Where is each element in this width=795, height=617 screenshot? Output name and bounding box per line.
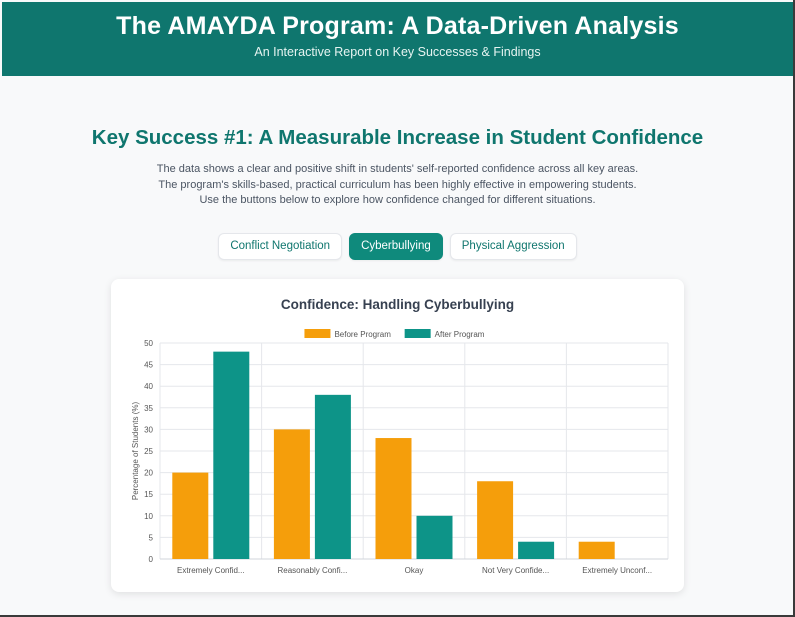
- bar: [273, 429, 310, 559]
- x-tick-label: Extremely Unconf...: [582, 566, 652, 575]
- page-title: The AMAYDA Program: A Data-Driven Analys…: [116, 12, 679, 40]
- bar: [416, 515, 453, 559]
- legend-label: After Program: [435, 330, 485, 339]
- bar: [213, 351, 250, 559]
- y-tick-label: 25: [144, 447, 153, 456]
- bar: [375, 438, 412, 559]
- y-tick-label: 40: [144, 382, 153, 391]
- y-axis-label: Percentage of Students (%): [131, 402, 140, 501]
- section-title: Key Success #1: A Measurable Increase in…: [91, 126, 704, 149]
- y-tick-label: 30: [144, 425, 153, 434]
- page-header: The AMAYDA Program: A Data-Driven Analys…: [2, 2, 793, 76]
- bar: [518, 541, 555, 559]
- section-description: The data shows a clear and positive shif…: [2, 162, 793, 209]
- situation-tabs: Conflict Negotiation Cyberbullying Physi…: [2, 233, 793, 260]
- page-subtitle: An Interactive Report on Key Successes &…: [254, 45, 541, 59]
- legend-swatch: [304, 329, 331, 338]
- legend-swatch: [404, 329, 431, 338]
- description-line: The data shows a clear and positive shif…: [156, 163, 639, 175]
- x-tick-label: Not Very Confide...: [482, 566, 549, 575]
- y-tick-label: 0: [149, 555, 154, 564]
- y-tick-label: 5: [149, 533, 154, 542]
- description-line: Use the buttons below to explore how con…: [199, 194, 596, 206]
- x-tick-label: Okay: [405, 566, 424, 575]
- tab-cyberbullying[interactable]: Cyberbullying: [349, 233, 443, 260]
- bar: [578, 541, 615, 559]
- bar: [172, 472, 209, 559]
- chart-title: Confidence: Handling Cyberbullying: [280, 297, 515, 312]
- y-tick-label: 45: [144, 361, 153, 370]
- chart-card: Confidence: Handling Cyberbullying 0 5 10 1…: [111, 279, 684, 592]
- y-tick-label: 15: [144, 490, 153, 499]
- bar-chart: 0 5 10 15 20 25 30 35 40 45 50 Extremely Confid... R…: [131, 329, 669, 575]
- y-tick-label: 10: [144, 512, 153, 521]
- bar: [314, 394, 351, 559]
- tab-conflict-negotiation[interactable]: Conflict Negotiation: [218, 233, 343, 260]
- y-tick-label: 20: [144, 469, 153, 478]
- bar: [477, 481, 514, 559]
- legend-label: Before Program: [334, 330, 391, 339]
- tab-physical-aggression[interactable]: Physical Aggression: [449, 233, 577, 260]
- description-line: The program's skills-based, practical cu…: [158, 178, 637, 191]
- x-tick-label: Reasonably Confi...: [277, 566, 347, 575]
- y-tick-label: 50: [144, 339, 153, 348]
- y-tick-label: 35: [144, 404, 153, 413]
- x-tick-label: Extremely Confid...: [177, 566, 245, 575]
